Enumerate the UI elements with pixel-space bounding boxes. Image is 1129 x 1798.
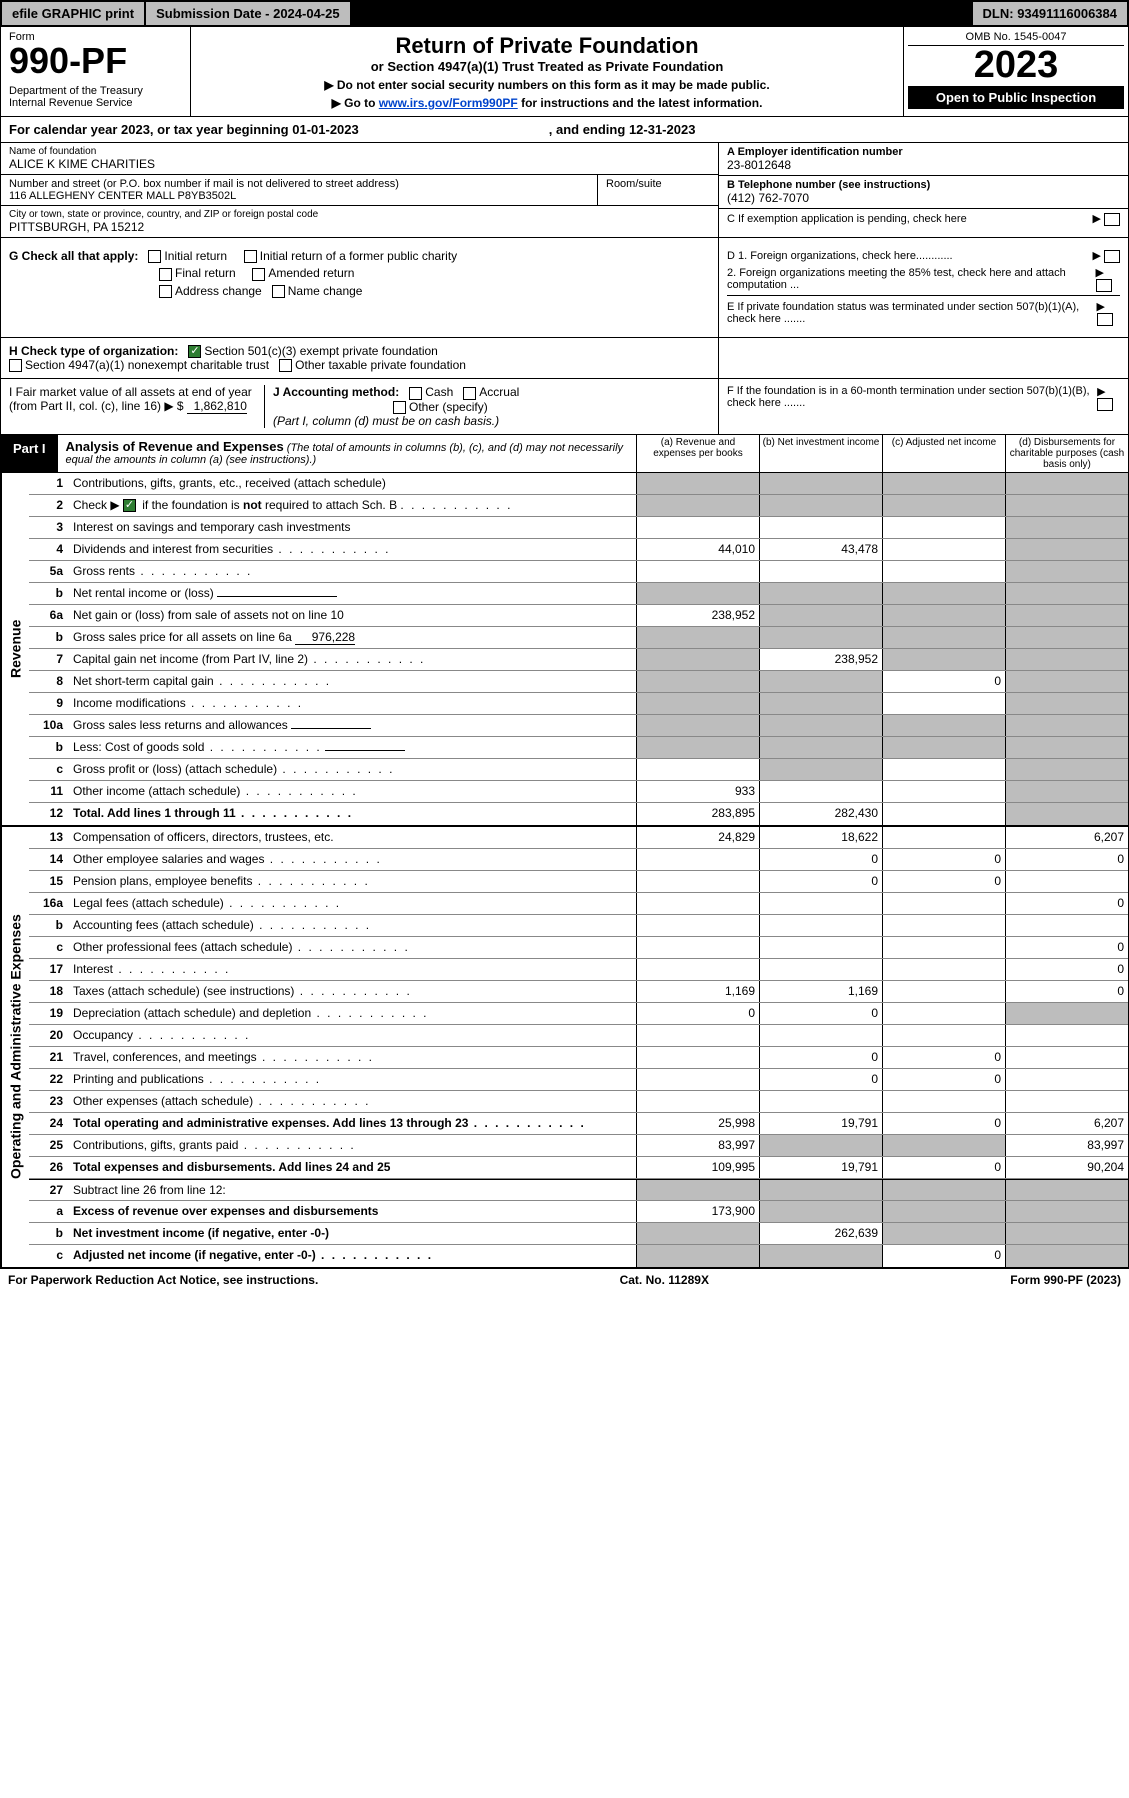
name-label: Name of foundation (9, 146, 710, 157)
pending-label: C If exemption application is pending, c… (727, 213, 967, 225)
part-1-label: Part I (1, 435, 58, 472)
ein-label: A Employer identification number (727, 146, 1120, 158)
expenses-label: Operating and Administrative Expenses (1, 827, 29, 1267)
footer-left: For Paperwork Reduction Act Notice, see … (8, 1273, 318, 1287)
page-footer: For Paperwork Reduction Act Notice, see … (0, 1268, 1129, 1291)
part-1-header: Part I Analysis of Revenue and Expenses … (0, 435, 1129, 473)
form-header: Form 990-PF Department of the Treasury I… (0, 27, 1129, 117)
footer-center: Cat. No. 11289X (620, 1273, 709, 1287)
tax-year: 2023 (908, 46, 1124, 84)
note-1: ▶ Do not enter social security numbers o… (201, 78, 893, 92)
city-value: PITTSBURGH, PA 15212 (9, 220, 710, 234)
phone-value: (412) 762-7070 (727, 191, 1120, 205)
col-d-header: (d) Disbursements for charitable purpose… (1005, 435, 1128, 472)
d1-cb[interactable] (1104, 250, 1120, 263)
amended-return-cb[interactable] (252, 268, 265, 281)
efile-print-button[interactable]: efile GRAPHIC print (2, 2, 146, 25)
col-b-header: (b) Net investment income (759, 435, 882, 472)
form-subtitle: or Section 4947(a)(1) Trust Treated as P… (201, 59, 893, 74)
section-i-j: I Fair market value of all assets at end… (0, 379, 1129, 435)
e-cb[interactable] (1097, 313, 1113, 326)
phone-label: B Telephone number (see instructions) (727, 179, 1120, 191)
submission-date: Submission Date - 2024-04-25 (146, 2, 352, 25)
501c3-cb[interactable] (188, 345, 201, 358)
other-method-cb[interactable] (393, 401, 406, 414)
4947-cb[interactable] (9, 359, 22, 372)
addr-value: 116 ALLEGHENY CENTER MALL P8YB3502L (9, 190, 589, 202)
foundation-name: ALICE K KIME CHARITIES (9, 157, 710, 171)
d2-cb[interactable] (1096, 279, 1112, 292)
col-c-header: (c) Adjusted net income (882, 435, 1005, 472)
d2-label: 2. Foreign organizations meeting the 85%… (727, 267, 1096, 291)
dept-label: Department of the Treasury Internal Reve… (9, 85, 182, 109)
expenses-section: Operating and Administrative Expenses 13… (0, 826, 1129, 1268)
initial-return-cb[interactable] (148, 250, 161, 263)
address-change-cb[interactable] (159, 285, 172, 298)
e-label: E If private foundation status was termi… (727, 301, 1097, 325)
f-label: F If the foundation is in a 60-month ter… (727, 385, 1097, 411)
ein-value: 23-8012648 (727, 158, 1120, 172)
open-inspection: Open to Public Inspection (908, 86, 1124, 109)
info-block: Name of foundation ALICE K KIME CHARITIE… (0, 143, 1129, 238)
revenue-label: Revenue (1, 473, 29, 825)
initial-former-cb[interactable] (244, 250, 257, 263)
room-label: Room/suite (606, 178, 710, 190)
col-a-header: (a) Revenue and expenses per books (636, 435, 759, 472)
final-return-cb[interactable] (159, 268, 172, 281)
footer-right: Form 990-PF (2023) (1010, 1273, 1121, 1287)
revenue-section: Revenue 1Contributions, gifts, grants, e… (0, 473, 1129, 826)
d1-label: D 1. Foreign organizations, check here..… (727, 250, 953, 262)
form-number: 990-PF (9, 43, 182, 79)
name-change-cb[interactable] (272, 285, 285, 298)
city-label: City or town, state or province, country… (9, 209, 710, 220)
section-h: H Check type of organization: Section 50… (0, 338, 1129, 380)
j-note: (Part I, column (d) must be on cash basi… (273, 414, 499, 428)
fmv-value: 1,862,810 (187, 399, 247, 414)
pending-checkbox[interactable] (1104, 213, 1120, 226)
calendar-year-row: For calendar year 2023, or tax year begi… (0, 117, 1129, 143)
cash-cb[interactable] (409, 387, 422, 400)
other-taxable-cb[interactable] (279, 359, 292, 372)
addr-label: Number and street (or P.O. box number if… (9, 178, 589, 190)
schb-cb[interactable] (123, 499, 136, 512)
accrual-cb[interactable] (463, 387, 476, 400)
note-2: ▶ Go to www.irs.gov/Form990PF for instru… (201, 96, 893, 110)
instructions-link[interactable]: www.irs.gov/Form990PF (379, 96, 518, 110)
f-cb[interactable] (1097, 398, 1113, 411)
section-g-d: G Check all that apply: Initial return I… (0, 238, 1129, 338)
dln-label: DLN: 93491116006384 (973, 2, 1127, 25)
top-bar: efile GRAPHIC print Submission Date - 20… (0, 0, 1129, 27)
form-title: Return of Private Foundation (201, 33, 893, 59)
